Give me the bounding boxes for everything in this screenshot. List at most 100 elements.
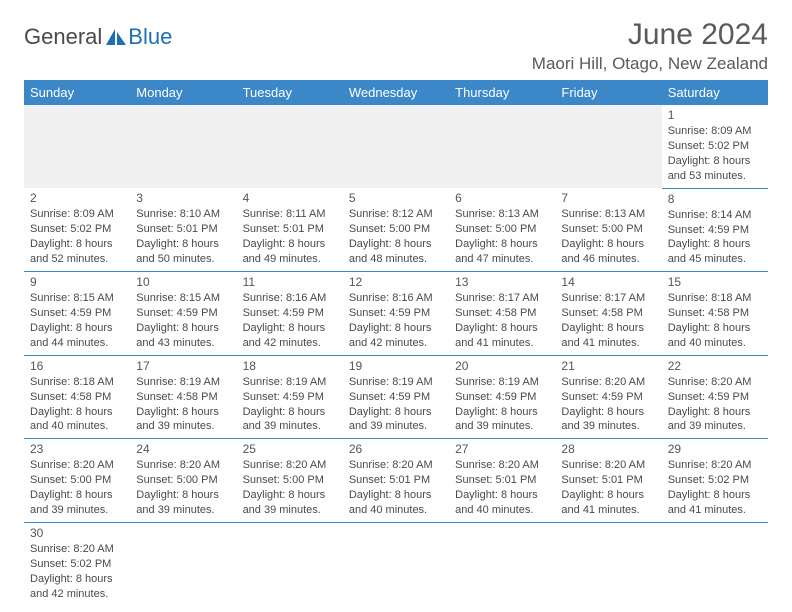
day-number: 7 [561,190,655,206]
day-number: 17 [136,358,230,374]
sunset-line: Sunset: 4:58 PM [30,390,124,405]
calendar-cell: 25Sunrise: 8:20 AMSunset: 5:00 PMDayligh… [237,439,343,523]
day-number: 1 [668,107,762,123]
sunrise-line: Sunrise: 8:10 AM [136,207,230,222]
sunrise-line: Sunrise: 8:09 AM [30,207,124,222]
daylight-line: Daylight: 8 hours and 50 minutes. [136,237,230,267]
calendar-body: 1Sunrise: 8:09 AMSunset: 5:02 PMDaylight… [24,105,768,605]
daylight-line: Daylight: 8 hours and 39 minutes. [243,488,337,518]
daylight-line: Daylight: 8 hours and 53 minutes. [668,154,762,184]
sunset-line: Sunset: 4:59 PM [243,390,337,405]
calendar-week: 30Sunrise: 8:20 AMSunset: 5:02 PMDayligh… [24,522,768,605]
sunset-line: Sunset: 4:59 PM [561,390,655,405]
sunset-line: Sunset: 4:59 PM [349,306,443,321]
sunrise-line: Sunrise: 8:20 AM [30,458,124,473]
day-number: 10 [136,274,230,290]
sunrise-line: Sunrise: 8:20 AM [561,458,655,473]
sunrise-line: Sunrise: 8:14 AM [668,208,762,223]
sunrise-line: Sunrise: 8:20 AM [30,542,124,557]
day-number: 12 [349,274,443,290]
sunset-line: Sunset: 4:59 PM [455,390,549,405]
logo-text-general: General [24,24,102,50]
calendar-cell: 10Sunrise: 8:15 AMSunset: 4:59 PMDayligh… [130,272,236,356]
sunrise-line: Sunrise: 8:09 AM [668,124,762,139]
sunset-line: Sunset: 5:01 PM [349,473,443,488]
day-header: Thursday [449,80,555,105]
day-number: 22 [668,358,762,374]
daylight-line: Daylight: 8 hours and 45 minutes. [668,237,762,267]
calendar-cell: 21Sunrise: 8:20 AMSunset: 4:59 PMDayligh… [555,355,661,439]
sunset-line: Sunset: 5:01 PM [561,473,655,488]
day-number: 26 [349,441,443,457]
sunrise-line: Sunrise: 8:20 AM [455,458,549,473]
day-header: Wednesday [343,80,449,105]
calendar-cell: 5Sunrise: 8:12 AMSunset: 5:00 PMDaylight… [343,188,449,272]
sunrise-line: Sunrise: 8:20 AM [243,458,337,473]
calendar-cell: 22Sunrise: 8:20 AMSunset: 4:59 PMDayligh… [662,355,768,439]
calendar-week: 9Sunrise: 8:15 AMSunset: 4:59 PMDaylight… [24,272,768,356]
sunset-line: Sunset: 4:59 PM [349,390,443,405]
calendar-cell: 20Sunrise: 8:19 AMSunset: 4:59 PMDayligh… [449,355,555,439]
sunrise-line: Sunrise: 8:17 AM [561,291,655,306]
calendar-cell: 11Sunrise: 8:16 AMSunset: 4:59 PMDayligh… [237,272,343,356]
calendar-cell [130,522,236,605]
day-number: 3 [136,190,230,206]
calendar-cell [449,522,555,605]
calendar-cell: 15Sunrise: 8:18 AMSunset: 4:58 PMDayligh… [662,272,768,356]
day-number: 8 [668,191,762,207]
daylight-line: Daylight: 8 hours and 41 minutes. [561,321,655,351]
calendar-cell [662,522,768,605]
daylight-line: Daylight: 8 hours and 39 minutes. [243,405,337,435]
sunrise-line: Sunrise: 8:12 AM [349,207,443,222]
day-number: 24 [136,441,230,457]
sunset-line: Sunset: 4:59 PM [243,306,337,321]
sunrise-line: Sunrise: 8:17 AM [455,291,549,306]
day-number: 6 [455,190,549,206]
sunrise-line: Sunrise: 8:20 AM [668,375,762,390]
calendar-cell [343,522,449,605]
daylight-line: Daylight: 8 hours and 40 minutes. [668,321,762,351]
daylight-line: Daylight: 8 hours and 47 minutes. [455,237,549,267]
sunset-line: Sunset: 4:58 PM [455,306,549,321]
sunset-line: Sunset: 4:59 PM [668,390,762,405]
calendar-cell: 18Sunrise: 8:19 AMSunset: 4:59 PMDayligh… [237,355,343,439]
sunrise-line: Sunrise: 8:13 AM [455,207,549,222]
sunset-line: Sunset: 4:58 PM [136,390,230,405]
calendar-week: 1Sunrise: 8:09 AMSunset: 5:02 PMDaylight… [24,105,768,188]
sunrise-line: Sunrise: 8:16 AM [243,291,337,306]
day-number: 29 [668,441,762,457]
sunset-line: Sunset: 5:02 PM [30,222,124,237]
sunset-line: Sunset: 4:59 PM [136,306,230,321]
sunrise-line: Sunrise: 8:18 AM [30,375,124,390]
calendar-cell: 1Sunrise: 8:09 AMSunset: 5:02 PMDaylight… [662,105,768,188]
logo: General Blue [24,24,172,50]
sunset-line: Sunset: 5:02 PM [668,139,762,154]
sunrise-line: Sunrise: 8:20 AM [561,375,655,390]
sunset-line: Sunset: 4:58 PM [561,306,655,321]
sunrise-line: Sunrise: 8:20 AM [349,458,443,473]
daylight-line: Daylight: 8 hours and 41 minutes. [668,488,762,518]
day-number: 5 [349,190,443,206]
daylight-line: Daylight: 8 hours and 40 minutes. [455,488,549,518]
calendar-cell [555,522,661,605]
day-number: 27 [455,441,549,457]
daylight-line: Daylight: 8 hours and 39 minutes. [349,405,443,435]
sunrise-line: Sunrise: 8:11 AM [243,207,337,222]
calendar-cell: 16Sunrise: 8:18 AMSunset: 4:58 PMDayligh… [24,355,130,439]
sunset-line: Sunset: 5:02 PM [30,557,124,572]
calendar-table: SundayMondayTuesdayWednesdayThursdayFrid… [24,80,768,605]
sunset-line: Sunset: 5:01 PM [243,222,337,237]
calendar-cell: 23Sunrise: 8:20 AMSunset: 5:00 PMDayligh… [24,439,130,523]
sunrise-line: Sunrise: 8:15 AM [30,291,124,306]
daylight-line: Daylight: 8 hours and 42 minutes. [243,321,337,351]
calendar-cell: 13Sunrise: 8:17 AMSunset: 4:58 PMDayligh… [449,272,555,356]
day-number: 15 [668,274,762,290]
day-number: 19 [349,358,443,374]
calendar-cell: 26Sunrise: 8:20 AMSunset: 5:01 PMDayligh… [343,439,449,523]
calendar-cell: 7Sunrise: 8:13 AMSunset: 5:00 PMDaylight… [555,188,661,272]
calendar-cell: 9Sunrise: 8:15 AMSunset: 4:59 PMDaylight… [24,272,130,356]
daylight-line: Daylight: 8 hours and 52 minutes. [30,237,124,267]
daylight-line: Daylight: 8 hours and 41 minutes. [455,321,549,351]
daylight-line: Daylight: 8 hours and 39 minutes. [136,405,230,435]
sunrise-line: Sunrise: 8:19 AM [455,375,549,390]
